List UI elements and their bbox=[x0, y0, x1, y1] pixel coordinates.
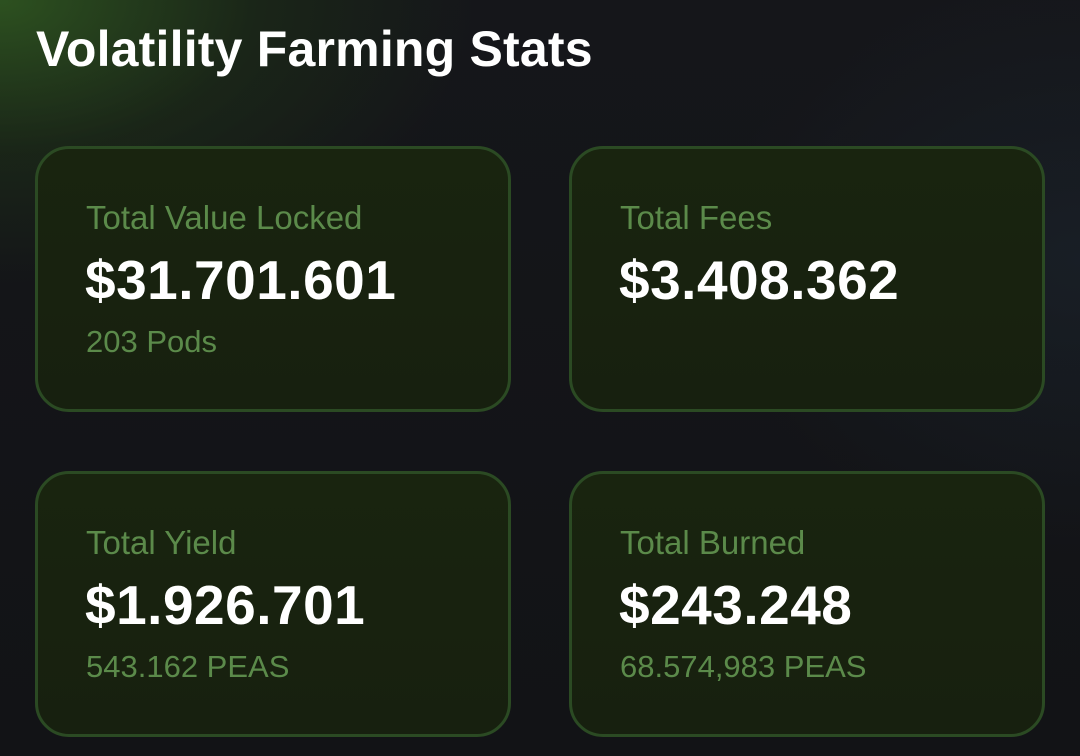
stat-card-total-value-locked: Total Value Locked $31.701.601 203 Pods bbox=[35, 146, 511, 412]
stat-label: Total Fees bbox=[620, 199, 773, 236]
stat-card-total-fees: Total Fees $3.408.362 bbox=[569, 146, 1045, 412]
stat-value: $31.701.601 bbox=[85, 249, 397, 311]
stat-card-total-yield: Total Yield $1.926.701 543.162 PEAS bbox=[35, 471, 511, 737]
stat-value: $1.926.701 bbox=[85, 574, 366, 636]
stat-label: Total Value Locked bbox=[86, 199, 363, 236]
stat-label: Total Burned bbox=[620, 524, 806, 561]
stat-value: $243.248 bbox=[619, 574, 853, 636]
stat-subtext: 203 Pods bbox=[86, 324, 217, 359]
page-title: Volatility Farming Stats bbox=[36, 21, 593, 77]
stat-subtext: 543.162 PEAS bbox=[86, 649, 290, 684]
stat-subtext: 68.574,983 PEAS bbox=[620, 649, 867, 684]
stat-card-total-burned: Total Burned $243.248 68.574,983 PEAS bbox=[569, 471, 1045, 737]
stat-label: Total Yield bbox=[86, 524, 237, 561]
stat-value: $3.408.362 bbox=[619, 249, 900, 311]
